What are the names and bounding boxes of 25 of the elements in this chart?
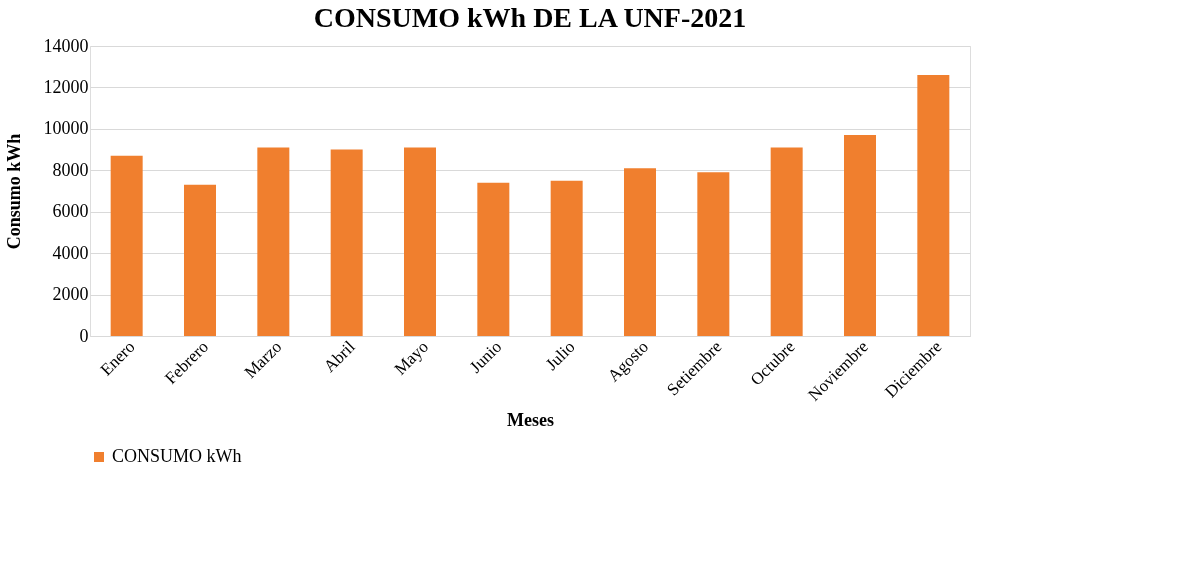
x-axis-title: Meses bbox=[507, 409, 554, 430]
y-tick-label: 0 bbox=[79, 325, 89, 346]
bar bbox=[697, 172, 730, 336]
bar bbox=[257, 147, 290, 336]
bar bbox=[404, 147, 436, 336]
y-axis-title: Consumo kWh bbox=[3, 133, 24, 250]
bar bbox=[844, 135, 876, 336]
bar bbox=[477, 182, 510, 336]
bar bbox=[624, 168, 656, 336]
bar bbox=[550, 180, 583, 336]
bar bbox=[770, 147, 803, 336]
legend-label: CONSUMO kWh bbox=[112, 446, 242, 466]
bar bbox=[917, 75, 950, 336]
chart-title: CONSUMO kWh DE LA UNF-2021 bbox=[313, 2, 747, 33]
bar bbox=[330, 149, 363, 336]
x-tick-label: Julio bbox=[541, 337, 579, 374]
bar bbox=[110, 155, 143, 336]
y-tick-label: 10000 bbox=[43, 118, 89, 139]
y-tick-label: 4000 bbox=[52, 242, 89, 263]
y-tick-label: 2000 bbox=[52, 284, 89, 305]
y-tick-label: 12000 bbox=[43, 76, 89, 97]
y-tick-label: 14000 bbox=[43, 35, 89, 56]
y-tick-label: 8000 bbox=[52, 159, 89, 180]
bar bbox=[184, 184, 216, 336]
y-tick-label: 6000 bbox=[52, 201, 89, 222]
